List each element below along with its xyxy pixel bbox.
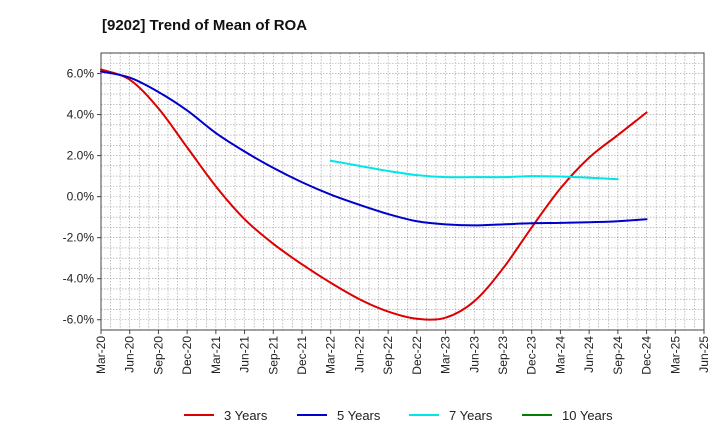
- axis-layer: -6.0% -4.0% -2.0% 0.0% 2.0% 4.0% 6.0% Mar-20 Jun…: [63, 52, 711, 375]
- x-tick-label: Mar-24: [553, 336, 567, 374]
- x-tick-label: Sep-20: [151, 336, 165, 375]
- plot-border: [100, 52, 705, 331]
- x-tick-label: Jun-24: [582, 336, 596, 373]
- legend-label: 7 Years: [449, 408, 493, 423]
- x-tick-label: Dec-22: [410, 336, 424, 375]
- x-tick-label: Jun-22: [352, 336, 366, 373]
- legend-item-10-years: 10 Years: [522, 408, 613, 423]
- y-tick-label: 0.0%: [67, 190, 95, 204]
- y-tick-label: 4.0%: [67, 108, 95, 122]
- y-tick-label: 6.0%: [67, 67, 95, 81]
- x-tick-label: Mar-23: [439, 336, 453, 374]
- series-layer: [100, 68, 648, 321]
- legend-label: 10 Years: [562, 408, 613, 423]
- series-line-5-years: [100, 70, 648, 227]
- x-tick-label: Jun-23: [467, 336, 481, 373]
- plot-area: [101, 53, 704, 330]
- x-tick-label: Jun-25: [697, 336, 711, 373]
- x-tick-label: Mar-25: [668, 336, 682, 374]
- legend-label: 3 Years: [224, 408, 268, 423]
- x-tick-label: Sep-21: [266, 336, 280, 375]
- series-line-7-years: [329, 159, 619, 181]
- y-tick-label: -6.0%: [63, 313, 95, 327]
- x-tick-label: Dec-24: [640, 336, 654, 375]
- x-tick-label: Jun-21: [238, 336, 252, 373]
- series-line-3-years: [100, 68, 648, 321]
- chart-title: [9202] Trend of Mean of ROA: [102, 17, 307, 34]
- x-tick-label: Mar-20: [94, 336, 108, 374]
- y-tick-label: 2.0%: [67, 149, 95, 163]
- legend-item-3-years: 3 Years: [184, 408, 268, 423]
- x-tick-label: Dec-23: [525, 336, 539, 375]
- x-tick-label: Mar-21: [209, 336, 223, 374]
- x-tick-label: Jun-20: [123, 336, 137, 373]
- legend: 3 Years 5 Years 7 Years 10 Years: [184, 408, 613, 423]
- x-tick-label: Sep-22: [381, 336, 395, 375]
- grid-layer: [100, 52, 705, 331]
- legend-item-7-years: 7 Years: [409, 408, 493, 423]
- x-tick-label: Sep-23: [496, 336, 510, 375]
- x-tick-label: Dec-20: [180, 336, 194, 375]
- y-tick-label: -2.0%: [63, 231, 95, 245]
- legend-item-5-years: 5 Years: [297, 408, 381, 423]
- y-tick-label: -4.0%: [63, 272, 95, 286]
- x-tick-label: Mar-22: [324, 336, 338, 374]
- x-tick-label: Sep-24: [611, 336, 625, 375]
- legend-label: 5 Years: [337, 408, 381, 423]
- x-tick-label: Dec-21: [295, 336, 309, 375]
